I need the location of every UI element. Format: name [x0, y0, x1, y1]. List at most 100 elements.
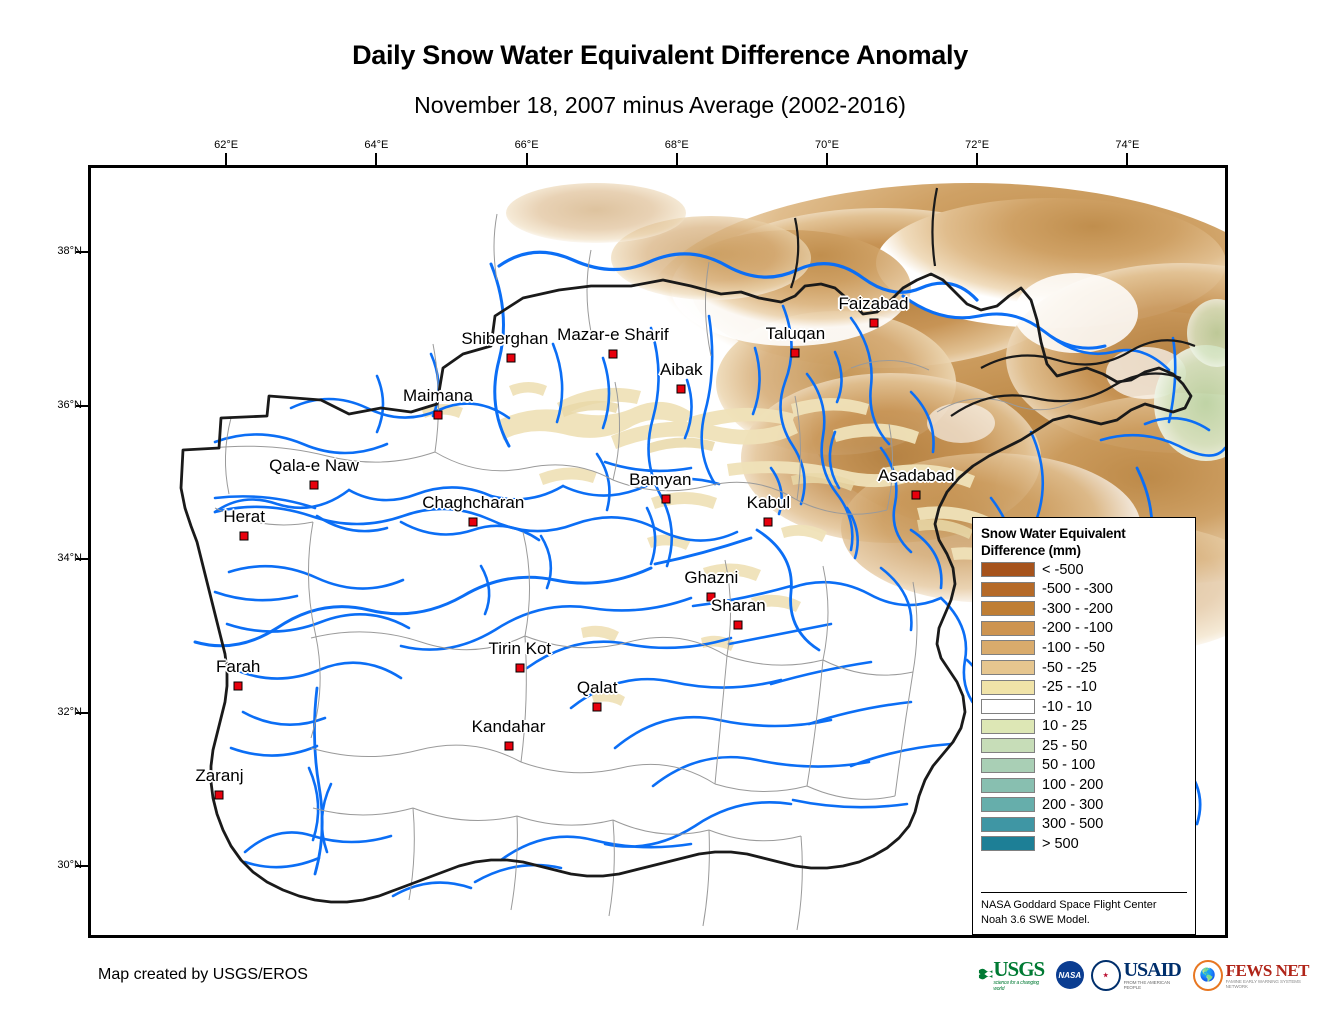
legend-color-swatch	[981, 601, 1035, 617]
city-marker[interactable]	[676, 384, 686, 394]
city-marker[interactable]	[763, 517, 773, 527]
latitude-tick-mark	[76, 251, 88, 254]
city-label: Ghazni	[684, 567, 739, 587]
city-marker[interactable]	[911, 490, 921, 500]
legend-class-label: 200 - 300	[1042, 796, 1104, 813]
legend-class-row: > 500	[981, 834, 1195, 854]
city-marker[interactable]	[239, 531, 249, 541]
city-label: Asadabad	[878, 466, 955, 486]
legend-note-line2: Noah 3.6 SWE Model.	[981, 914, 1090, 927]
legend-title-line1: Snow Water Equivalent	[981, 526, 1126, 541]
legend-color-swatch	[981, 718, 1035, 734]
longitude-tick-mark	[225, 153, 228, 165]
city-marker[interactable]	[592, 702, 602, 712]
latitude-tick-label: 34°N	[57, 552, 82, 565]
longitude-tick-label: 68°E	[664, 139, 689, 151]
legend-class-label: 25 - 50	[1042, 737, 1088, 754]
map-frame[interactable]: Faizabad Taluqan Mazar-e Sharif Shiberghan A…	[88, 165, 1228, 938]
legend-class-label: > 500	[1042, 835, 1079, 852]
city-marker[interactable]	[790, 348, 800, 358]
usaid-seal-icon: ★	[1090, 959, 1121, 991]
legend-class-label: -200 - -100	[1042, 620, 1113, 637]
city-label: Zaranj	[195, 766, 244, 786]
fews-net-logo-text: FEWS NET	[1225, 960, 1310, 980]
international-border	[179, 272, 1193, 904]
legend-color-swatch	[981, 816, 1035, 832]
legend-color-swatch	[981, 640, 1035, 656]
map-credit: Map created by USGS/EROS	[98, 966, 308, 983]
legend-class-row: 50 - 100	[981, 756, 1195, 776]
latitude-tick-mark	[76, 864, 88, 867]
legend-color-swatch	[981, 738, 1035, 754]
city-marker[interactable]	[733, 620, 743, 630]
legend-color-swatch	[981, 836, 1035, 852]
latitude-tick-label: 32°N	[57, 705, 82, 718]
longitude-tick-mark	[825, 153, 828, 165]
city-label: Maimana	[402, 385, 473, 405]
usaid-logo-tagline: FROM THE AMERICAN PEOPLE	[1123, 980, 1171, 990]
latitude-tick-mark	[76, 558, 88, 561]
legend-color-swatch	[981, 679, 1035, 695]
agency-logos: USGS science for a changing world NASA ★…	[978, 957, 1320, 993]
longitude-tick-mark	[375, 153, 378, 165]
legend-class-row: 200 - 300	[981, 795, 1195, 815]
city-marker[interactable]	[309, 480, 319, 490]
nasa-logo-text: NASA	[1055, 961, 1084, 989]
map-canvas[interactable]	[91, 168, 1225, 935]
legend-color-swatch	[981, 777, 1035, 793]
fews-net-logo[interactable]: 🌎 FEWS NET FAMINE EARLY WARNING SYSTEMS …	[1192, 959, 1320, 991]
latitude-tick-mark	[76, 404, 88, 407]
city-marker[interactable]	[233, 681, 243, 691]
longitude-tick-label: 64°E	[364, 139, 389, 151]
usgs-logo[interactable]: USGS science for a changing world	[978, 958, 1049, 992]
city-marker[interactable]	[661, 494, 671, 504]
legend-color-swatch	[981, 797, 1035, 813]
city-marker[interactable]	[515, 663, 525, 673]
legend-color-swatch	[981, 581, 1035, 597]
longitude-tick-label: 62°E	[214, 139, 239, 151]
legend-title: Snow Water Equivalent Difference (mm)	[981, 526, 1195, 560]
legend-color-swatch	[981, 562, 1035, 578]
legend-class-list: < -500 -500 - -300 -300 - -200 -200 - -100 -…	[981, 560, 1195, 854]
legend-class-row: 100 - 200	[981, 775, 1195, 795]
city-label: Kandahar	[471, 717, 546, 737]
city-marker[interactable]	[608, 349, 618, 359]
usaid-logo[interactable]: ★ USAID FROM THE AMERICAN PEOPLE	[1090, 959, 1186, 991]
legend-class-row: -300 - -200	[981, 599, 1195, 619]
longitude-tick-mark	[1126, 153, 1129, 165]
province-boundaries	[210, 213, 1080, 931]
legend-class-row: -50 - -25	[981, 658, 1195, 678]
city-label: Bamyan	[629, 470, 692, 490]
longitude-tick-label: 72°E	[965, 139, 990, 151]
legend-class-label: 100 - 200	[1042, 777, 1104, 794]
legend-color-swatch	[981, 660, 1035, 676]
city-label: Taluqan	[765, 323, 826, 343]
city-marker[interactable]	[706, 592, 716, 602]
city-label: Kabul	[746, 492, 791, 512]
city-marker[interactable]	[506, 353, 516, 363]
nasa-logo[interactable]: NASA	[1055, 959, 1084, 991]
legend-color-swatch	[981, 699, 1035, 715]
city-marker[interactable]	[869, 318, 879, 328]
city-marker[interactable]	[504, 741, 514, 751]
city-label: Farah	[215, 657, 261, 677]
city-label: Qala-e Naw	[269, 455, 359, 475]
legend-class-label: 300 - 500	[1042, 816, 1104, 833]
longitude-tick-mark	[675, 153, 678, 165]
city-label: Herat	[223, 507, 265, 527]
city-marker[interactable]	[433, 410, 443, 420]
longitude-tick-label: 66°E	[514, 139, 539, 151]
neighbour-borders	[789, 187, 1196, 417]
city-marker[interactable]	[468, 517, 478, 527]
longitude-tick-mark	[525, 153, 528, 165]
city-label: Sharan	[710, 596, 766, 616]
city-marker[interactable]	[214, 790, 224, 800]
legend-class-row: < -500	[981, 560, 1195, 580]
fews-globe-icon: 🌎	[1192, 959, 1223, 991]
usgs-logo-tagline: science for a changing world	[993, 979, 1039, 992]
legend-class-label: -50 - -25	[1042, 659, 1097, 676]
legend-class-label: 10 - 25	[1042, 718, 1088, 735]
latitude-tick-label: 38°N	[57, 245, 82, 258]
city-label: Shiberghan	[461, 329, 549, 349]
page-subtitle: November 18, 2007 minus Average (2002-20…	[414, 92, 906, 118]
